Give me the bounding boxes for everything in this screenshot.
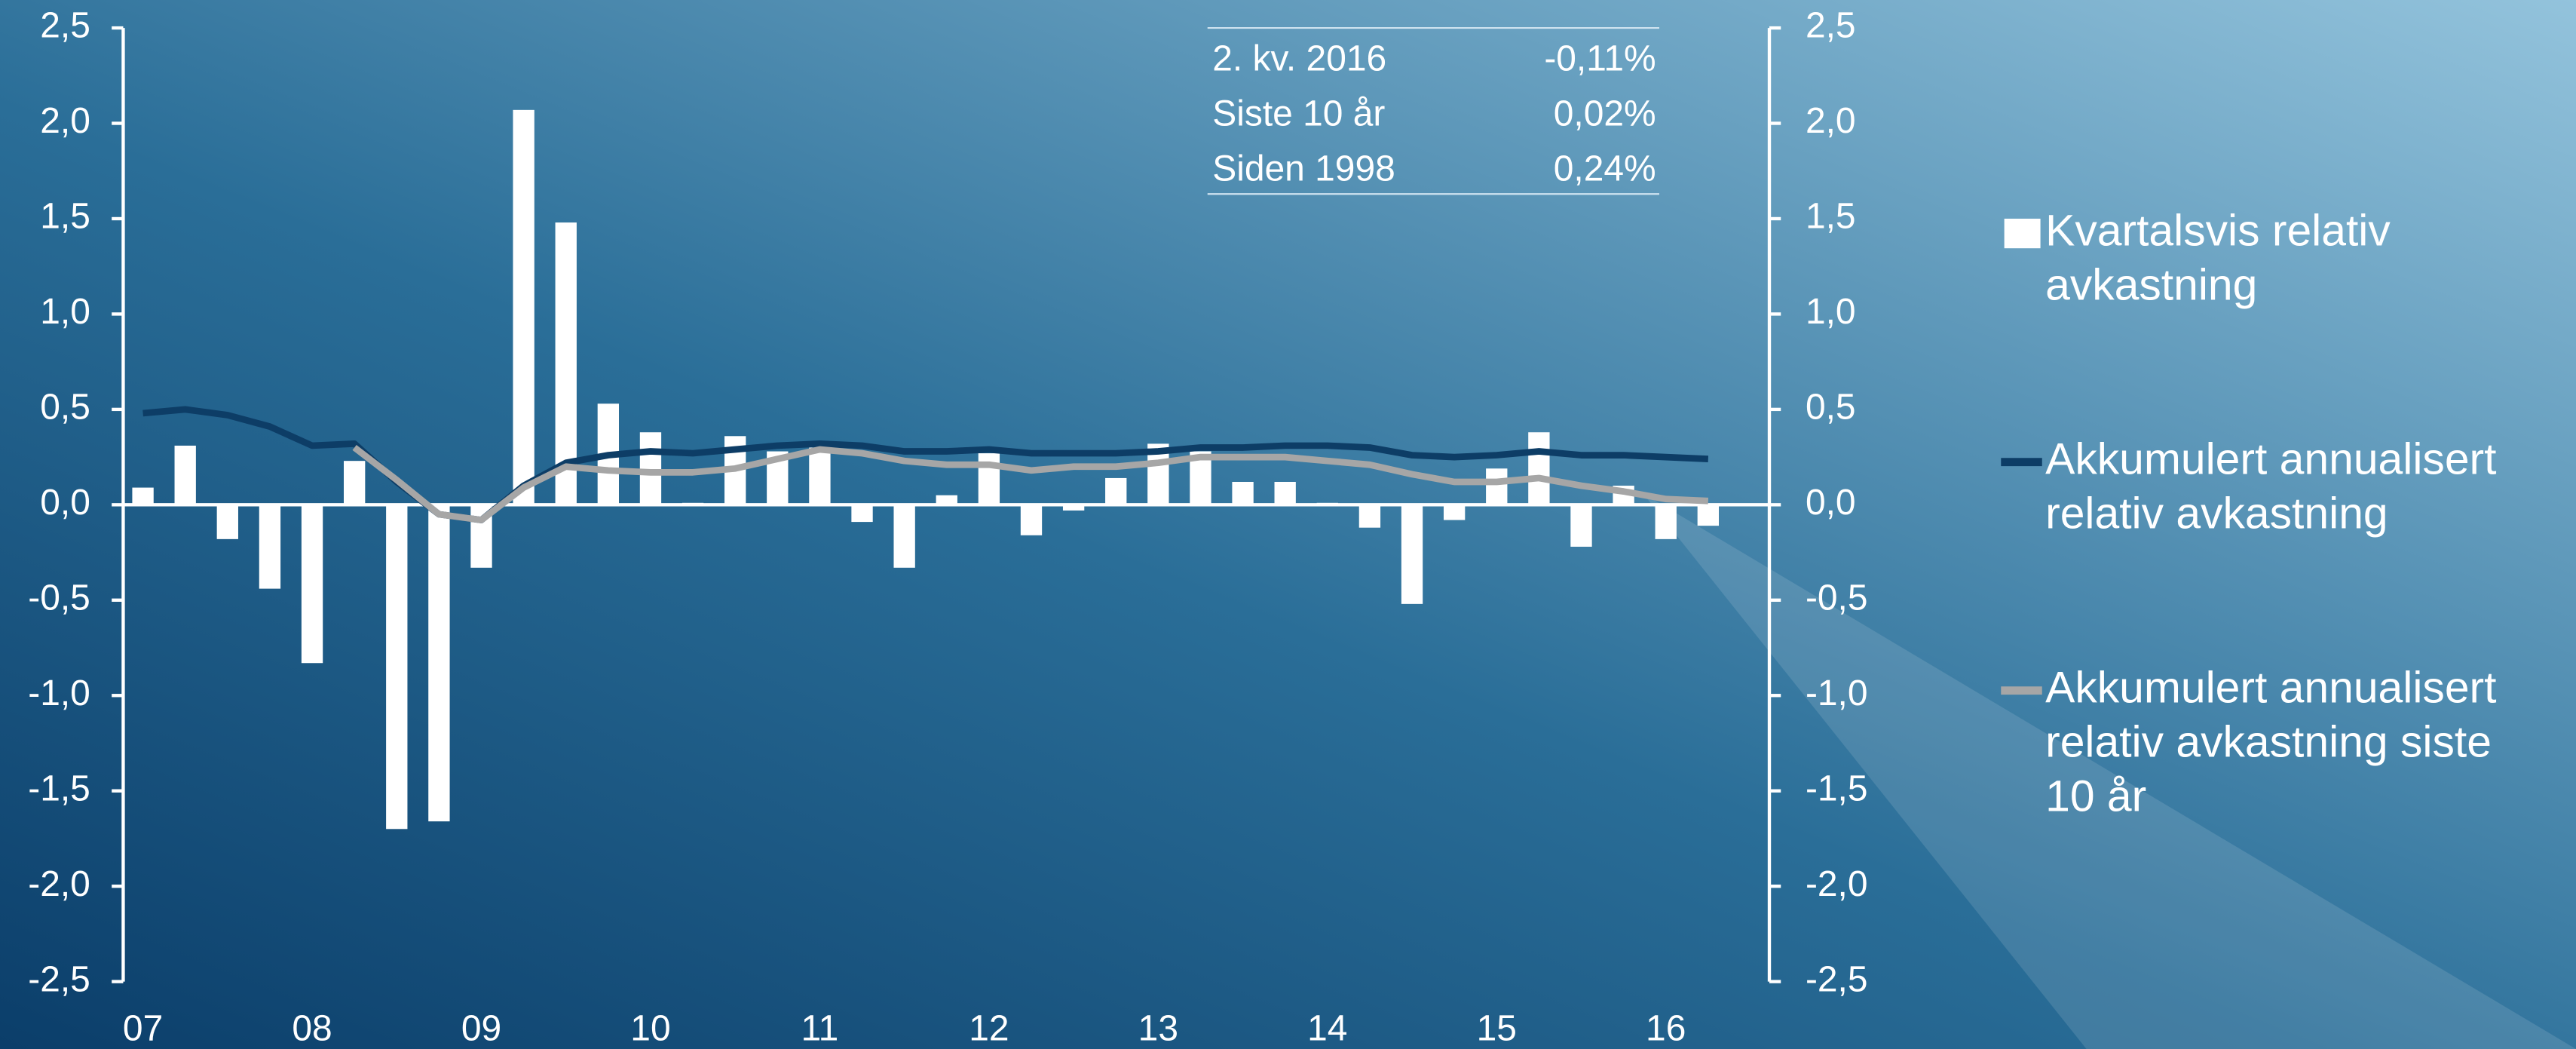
- table-label: 2. kv. 2016: [1212, 38, 1386, 78]
- bar: [1655, 505, 1677, 539]
- bar: [1232, 481, 1254, 505]
- y2-tick-label: 2,5: [1806, 6, 1856, 46]
- legend-label: Akkumulert annualisert relativ avkastning: [2045, 434, 2496, 538]
- bar: [555, 222, 577, 505]
- y2-tick-label: -2,0: [1806, 864, 1868, 904]
- bar: [132, 487, 154, 505]
- bar: [1486, 468, 1508, 505]
- bar: [216, 505, 238, 539]
- bar: [301, 505, 323, 664]
- y-tick-label: -1,5: [28, 768, 90, 808]
- bar: [1528, 432, 1550, 505]
- bar: [259, 505, 281, 589]
- bar: [851, 505, 873, 523]
- line: [352, 445, 1709, 523]
- table-label: Siste 10 år: [1212, 94, 1385, 133]
- bar: [893, 505, 915, 568]
- y2-tick-label: 1,5: [1806, 197, 1856, 237]
- y2-tick-label: -1,0: [1806, 673, 1868, 713]
- table-label: Siden 1998: [1212, 149, 1395, 189]
- table-value: 0,24%: [1554, 149, 1656, 189]
- y-tick-label: 1,5: [40, 197, 90, 237]
- y2-tick-label: -1,5: [1806, 768, 1868, 808]
- y-tick-label: 0,0: [40, 483, 90, 523]
- bar: [1062, 505, 1085, 511]
- y-tick-label: -1,0: [28, 673, 90, 713]
- bar: [1570, 505, 1592, 547]
- y-tick-label: -2,5: [28, 959, 90, 999]
- y2-tick-label: -2,5: [1806, 959, 1868, 999]
- x-tick-label: 11: [801, 1009, 839, 1049]
- bar: [1697, 505, 1719, 526]
- y2-tick-label: 2,0: [1806, 101, 1856, 141]
- table-value: 0,02%: [1554, 94, 1656, 133]
- x-tick-label: 14: [1307, 1009, 1347, 1049]
- table-value: -0,11%: [1544, 38, 1656, 78]
- bar: [343, 461, 366, 505]
- x-tick-label: 10: [630, 1009, 670, 1049]
- y-tick-label: 1,0: [40, 292, 90, 332]
- x-tick-label: 13: [1138, 1009, 1178, 1049]
- legend-label: Akkumulert annualisert relativ avkastning…: [2045, 663, 2496, 820]
- background-shape: [1643, 493, 2576, 1049]
- legend-label: Kvartalsvis relativ avkastning: [2045, 206, 2391, 309]
- y-tick-label: 2,5: [40, 6, 90, 46]
- y-tick-label: 0,5: [40, 388, 90, 428]
- y2-tick-label: 0,5: [1806, 388, 1856, 428]
- bar: [1020, 505, 1043, 535]
- y2-tick-label: 1,0: [1806, 292, 1856, 332]
- bar: [1401, 505, 1423, 604]
- bar: [1443, 505, 1466, 520]
- bar: [1105, 477, 1127, 505]
- legend-swatch: [2004, 218, 2041, 249]
- bar: [513, 109, 534, 505]
- x-tick-label: 12: [969, 1009, 1009, 1049]
- y2-tick-label: 0,0: [1806, 483, 1856, 523]
- y-tick-label: -0,5: [28, 578, 90, 618]
- bar: [936, 495, 957, 505]
- bar: [428, 505, 450, 822]
- bar: [639, 432, 662, 505]
- y-tick-label: 2,0: [40, 101, 90, 141]
- bar: [1274, 481, 1296, 505]
- x-tick-label: 15: [1477, 1009, 1517, 1049]
- bar: [174, 445, 196, 505]
- x-tick-label: 08: [292, 1009, 332, 1049]
- y-tick-label: -2,0: [28, 864, 90, 904]
- bar: [1358, 505, 1381, 528]
- x-tick-label: 07: [123, 1009, 163, 1049]
- bar: [386, 505, 408, 830]
- x-tick-label: 16: [1646, 1009, 1686, 1049]
- x-tick-label: 09: [461, 1009, 501, 1049]
- y2-tick-label: -0,5: [1806, 578, 1868, 618]
- bar: [809, 447, 831, 505]
- bar: [978, 453, 1000, 505]
